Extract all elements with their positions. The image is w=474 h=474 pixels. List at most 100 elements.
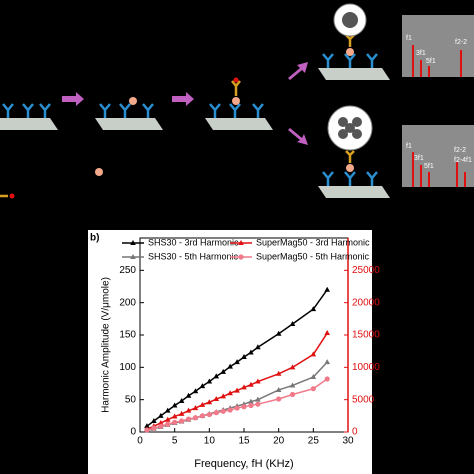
spectrum-2: f1 3f1 5f1 f2-2 f2-4f1 — [402, 125, 474, 187]
spectrum-label: f1 — [406, 35, 412, 42]
spectrum-label: f2-4f1 — [454, 157, 472, 164]
marker — [324, 330, 330, 336]
antigens — [95, 48, 354, 176]
marker — [158, 419, 164, 425]
y-tick-label: 50 — [125, 394, 137, 405]
legend-label: SHS30 - 5th Harmonic — [148, 251, 239, 261]
spectrum-label: 5f1 — [426, 58, 436, 65]
x-tick-label: 15 — [238, 436, 250, 447]
x-tick-label: 30 — [342, 436, 354, 447]
marker — [192, 415, 199, 421]
y-tick-label: 100 — [119, 362, 136, 373]
marker — [241, 353, 247, 359]
marker — [185, 416, 192, 422]
marker — [310, 351, 317, 357]
marker — [199, 413, 205, 419]
marker — [185, 392, 192, 398]
spectrum-label: f2-2 — [455, 39, 467, 46]
marker — [206, 411, 212, 418]
marker — [275, 330, 282, 336]
marker — [227, 363, 233, 369]
y2-tick-label: 25000 — [352, 265, 380, 276]
marker — [289, 382, 296, 388]
marker — [248, 381, 254, 387]
spectrum-label: f1 — [406, 143, 412, 150]
marker — [310, 386, 316, 392]
arrows — [62, 62, 308, 145]
marker — [234, 387, 240, 393]
marker — [151, 425, 157, 431]
marker — [158, 412, 164, 418]
panel-label: b) — [90, 233, 99, 244]
x-tick-label: 10 — [204, 436, 216, 447]
marker — [255, 401, 261, 407]
marker — [255, 378, 261, 384]
marker — [227, 407, 233, 413]
marker — [178, 397, 185, 403]
marker — [324, 286, 330, 292]
marker — [275, 386, 282, 392]
spectrum-1: f1 3f1 5f1 f2-2 — [402, 15, 474, 77]
marker — [164, 416, 171, 422]
marker — [165, 421, 171, 427]
y-axis-label: Harmonic Amplitude (V/μmole) — [101, 277, 112, 413]
spectrum-label: 3f1 — [414, 155, 424, 162]
marker — [199, 383, 206, 389]
marker — [248, 398, 254, 404]
marker — [275, 370, 282, 376]
legend-marker — [130, 240, 136, 245]
marker — [324, 376, 330, 382]
marker — [241, 384, 247, 390]
labels — [9, 77, 239, 199]
legend-marker — [238, 240, 244, 245]
legend-marker — [238, 254, 244, 260]
marker — [213, 396, 220, 402]
marker — [144, 427, 150, 433]
marker — [310, 306, 317, 312]
marker — [192, 388, 199, 394]
marker — [158, 423, 164, 429]
marker — [255, 396, 261, 402]
chart-panel — [88, 230, 372, 474]
substrates — [0, 68, 390, 198]
marker — [179, 418, 185, 424]
x-tick-label: 5 — [172, 436, 178, 447]
legend-marker — [130, 254, 136, 259]
marker — [178, 410, 185, 416]
spectrum-label: f2-2 — [454, 147, 466, 154]
marker — [220, 408, 226, 414]
marker — [248, 402, 254, 409]
marker — [171, 402, 178, 408]
marker — [144, 423, 150, 429]
marker — [310, 374, 317, 380]
antibodies — [2, 53, 378, 186]
spectrum-label: 5f1 — [424, 163, 434, 170]
marker — [234, 405, 240, 411]
marker — [324, 359, 330, 365]
marker — [192, 405, 199, 411]
marker — [213, 373, 220, 379]
y2-tick-label: 10000 — [352, 362, 380, 373]
x-tick-label: 25 — [308, 436, 320, 447]
marker — [227, 390, 233, 396]
marker — [213, 410, 219, 416]
marker — [289, 364, 296, 370]
particles — [327, 3, 373, 151]
marker — [276, 396, 282, 402]
marker — [164, 407, 171, 413]
legend-label: SuperMag50 - 3rd Harmonic — [256, 237, 370, 247]
marker — [248, 349, 254, 355]
x-tick-label: 0 — [137, 436, 143, 447]
marker — [185, 407, 192, 413]
marker — [220, 368, 226, 374]
marker — [289, 391, 296, 398]
marker — [172, 419, 178, 425]
marker — [206, 378, 213, 384]
chart: 0 5 10 15 20 25 300501001502002500500010000150… — [101, 237, 381, 470]
y-tick-label: 150 — [119, 330, 136, 341]
x-tick-label: 20 — [273, 436, 285, 447]
schematic: f1 3f1 5f1 f2-2 f1 3f1 5f1 f2-2 f2-4f1 — [0, 3, 474, 199]
marker — [220, 393, 226, 399]
marker — [241, 404, 247, 410]
